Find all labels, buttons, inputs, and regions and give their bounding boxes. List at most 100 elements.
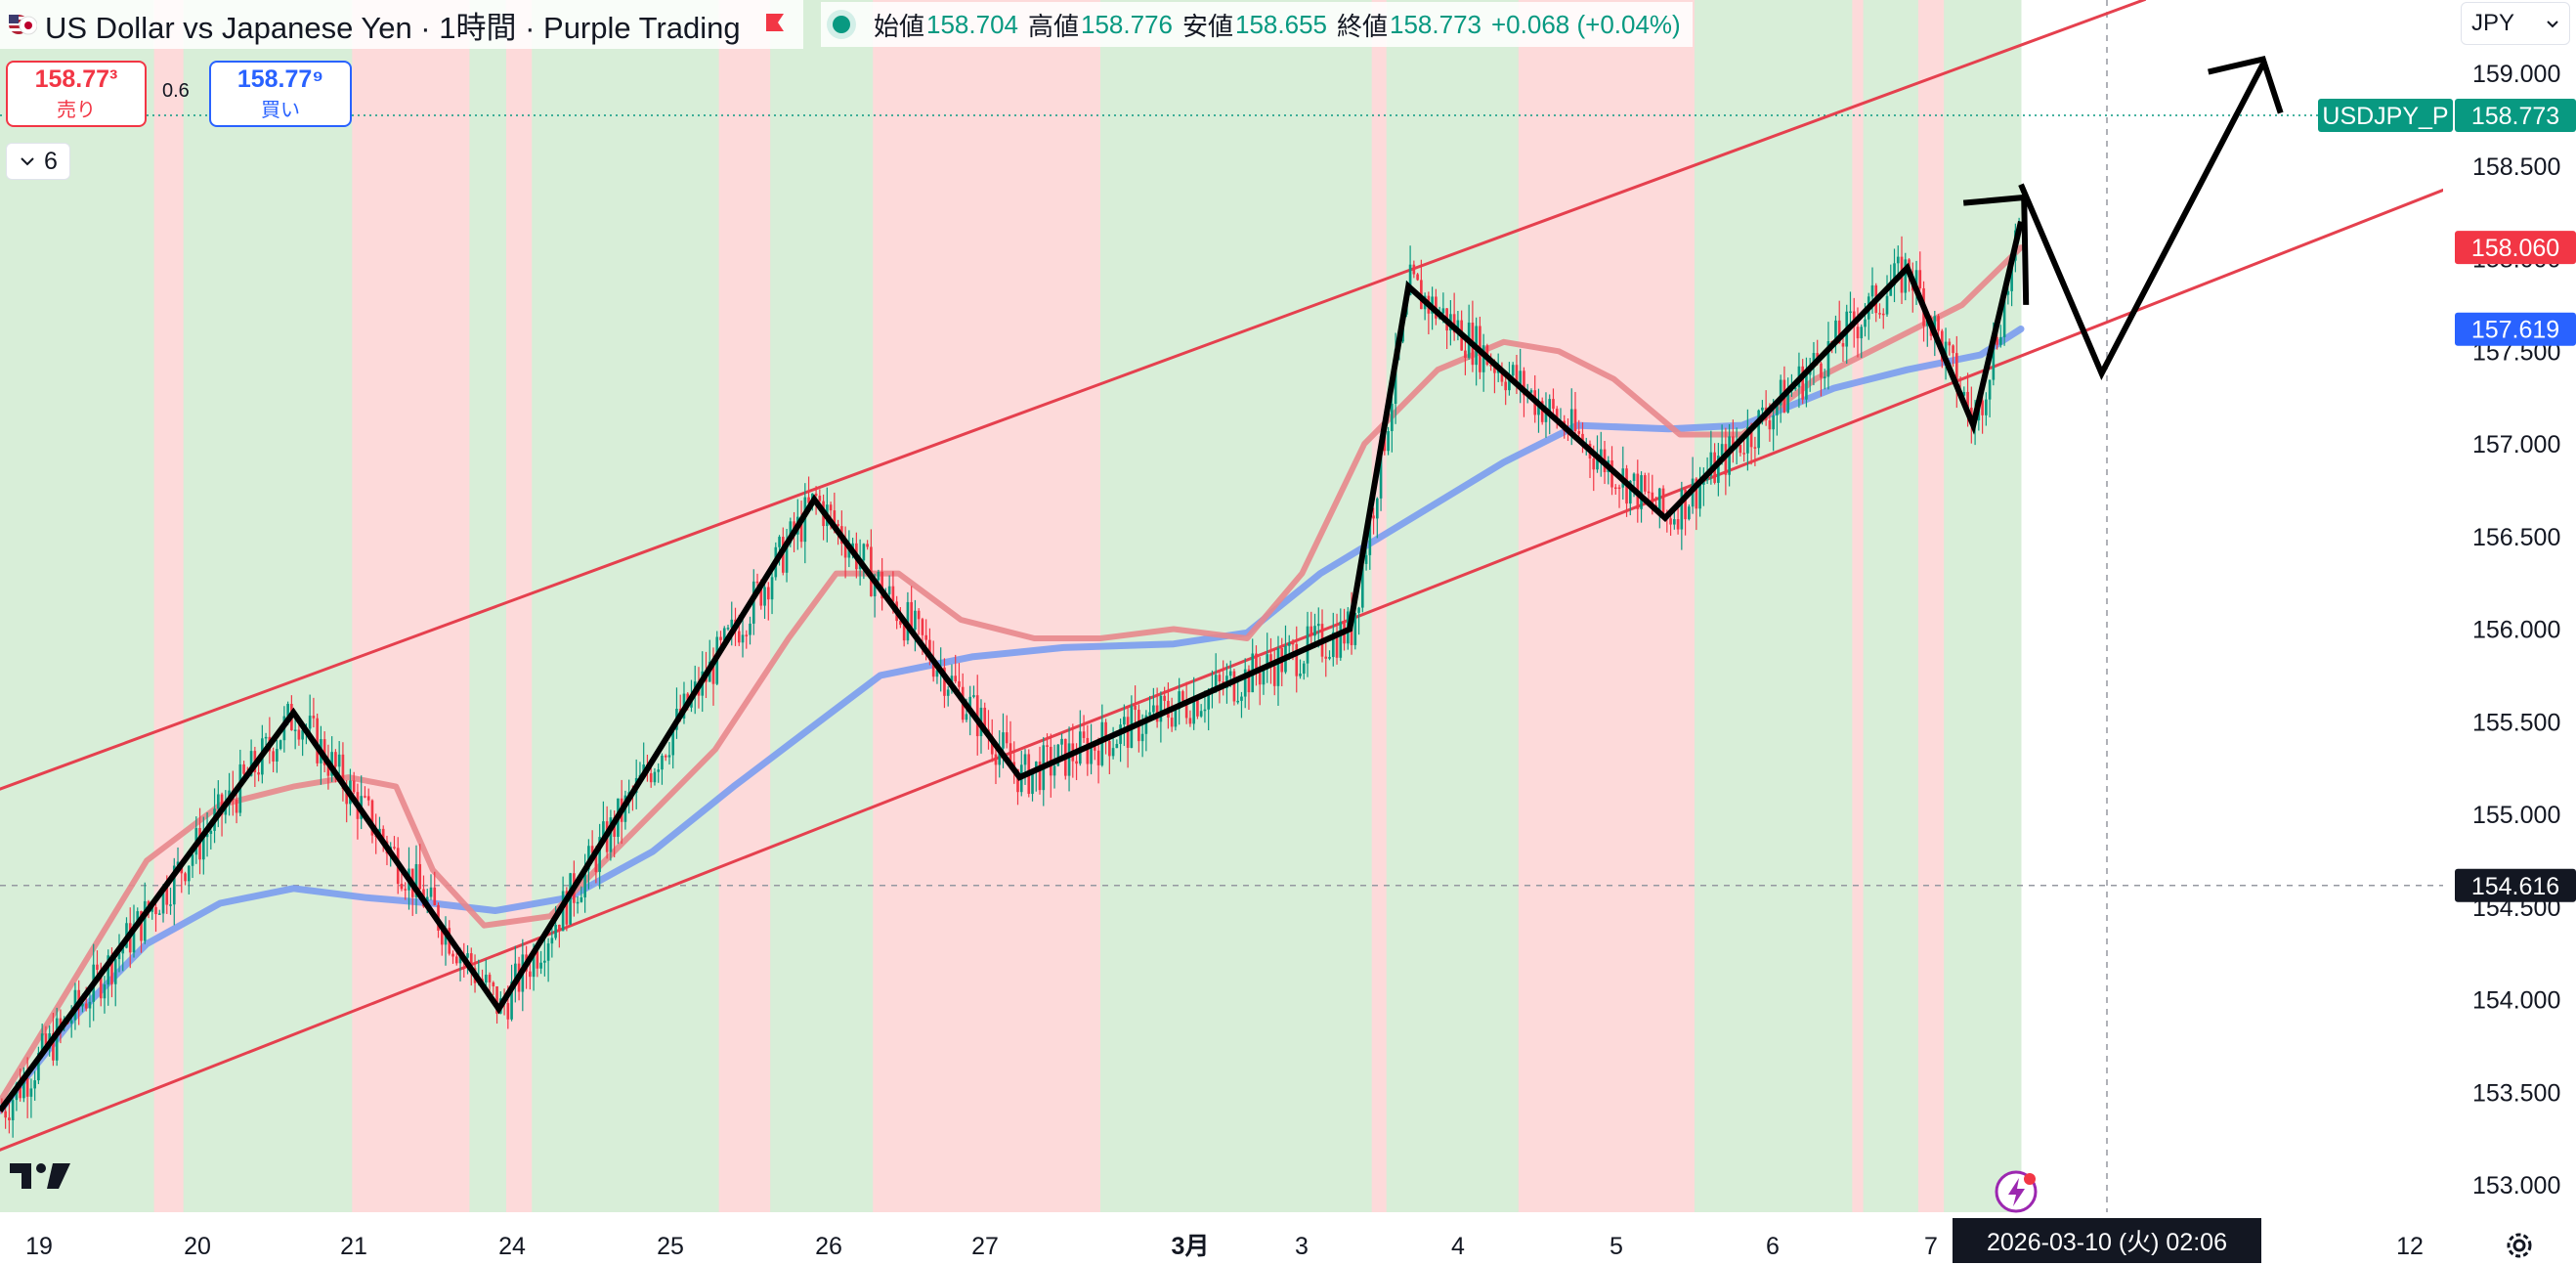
candle-body (789, 521, 793, 544)
candle-body (862, 544, 866, 561)
candle-body (110, 955, 113, 984)
candle-body (1236, 700, 1240, 703)
sell-button[interactable]: 158.77³ 売り (6, 61, 147, 127)
candle-body (121, 947, 125, 954)
candle-body (1086, 737, 1090, 764)
buy-label: 買い (261, 100, 300, 121)
candle-body (1709, 452, 1713, 476)
candle-body (201, 837, 205, 860)
candle-body (785, 543, 789, 573)
candle-body (583, 869, 586, 897)
candle-body (661, 755, 664, 770)
candle-body (1262, 669, 1266, 685)
candle-body (539, 962, 542, 969)
candle-body (565, 891, 569, 925)
candle-body (1742, 453, 1745, 455)
symbol-label: USDJPY_P (2322, 103, 2448, 130)
candle-body (143, 900, 147, 941)
candle-body (1096, 750, 1100, 765)
candle-body (998, 748, 1002, 765)
candle-body (561, 891, 565, 932)
candle-body (1178, 691, 1181, 710)
x-tick-label: 20 (184, 1233, 211, 1260)
candle-body (1108, 740, 1111, 757)
candle-body (972, 695, 975, 697)
candle-body (1203, 709, 1207, 712)
session-band (1863, 0, 1919, 1212)
candle-body (730, 619, 734, 629)
candle-body (1126, 717, 1130, 748)
candle-body (37, 1053, 40, 1081)
candle-body (1214, 675, 1218, 688)
candle-body (40, 1033, 44, 1054)
ohlc-legend: 始値 158.704 高値 158.776 安値 158.655 終値 158.773 … (821, 2, 1693, 47)
candle-body (1948, 341, 1952, 346)
candle-body (1313, 626, 1316, 636)
candle-body (1962, 391, 1966, 396)
candle-body (492, 981, 495, 986)
candle-body (169, 904, 172, 906)
candle-body (312, 716, 316, 719)
candle-body (877, 572, 880, 581)
candle-body (928, 639, 931, 661)
buy-button[interactable]: 158.77⁹ 買い (209, 61, 352, 127)
x-tick-label: 3 (1295, 1233, 1309, 1260)
red-flag-icon[interactable] (760, 10, 790, 39)
candle-body (536, 951, 539, 969)
candle-body (1368, 515, 1372, 555)
candle-body (543, 960, 546, 963)
tradingview-logo-icon[interactable] (10, 1159, 72, 1193)
session-band (183, 0, 353, 1212)
candle-body (1391, 403, 1394, 431)
session-band (770, 0, 874, 1212)
candle-body (587, 846, 590, 870)
lightning-icon[interactable] (1994, 1169, 2039, 1214)
x-tick-label: 24 (498, 1233, 526, 1260)
candle-body (598, 837, 601, 872)
candle-body (334, 752, 337, 767)
candle-body (1199, 711, 1203, 717)
candle-body (1291, 642, 1295, 645)
symbol-title[interactable]: US Dollar vs Japanese Yen · 1時間 · Purple… (45, 10, 741, 45)
candle-body (1258, 673, 1262, 685)
gear-icon[interactable] (2502, 1228, 2537, 1263)
candle-body (1684, 489, 1687, 520)
candle-body (1511, 365, 1515, 376)
candle-body (1599, 449, 1603, 458)
candle-body (1592, 458, 1596, 470)
candle-body (107, 955, 110, 985)
candle-body (1481, 345, 1485, 372)
candle-body (242, 763, 245, 774)
candle-body (1746, 426, 1749, 454)
candle-body (1841, 343, 1845, 347)
candle-body (965, 714, 968, 720)
candle-body (1174, 709, 1178, 727)
session-band (1099, 0, 1373, 1212)
candle-body (8, 1117, 11, 1120)
candle-body (1966, 391, 1969, 409)
price-label-value: 154.616 (2471, 873, 2559, 900)
session-band (1371, 0, 1388, 1212)
candle-body (1981, 400, 1984, 415)
candle-body (1702, 480, 1705, 485)
indicators-toggle[interactable]: 6 (6, 143, 70, 180)
candle-body (749, 623, 751, 635)
candle-body (1779, 379, 1782, 406)
candle-body (322, 739, 326, 765)
candle-body (766, 587, 770, 600)
candle-body (902, 625, 906, 641)
candle-body (1552, 399, 1555, 410)
candle-body (1523, 371, 1525, 396)
candle-body (1207, 692, 1210, 710)
sell-label: 売り (57, 100, 96, 121)
candle-body (96, 964, 99, 971)
candle-body (1360, 563, 1364, 608)
x-tick-label: 27 (971, 1233, 999, 1260)
candle-body (341, 754, 345, 789)
candle-body (1266, 654, 1269, 670)
ohlc-low-value: 158.655 (1235, 9, 1327, 39)
currency-select[interactable]: JPY (2461, 2, 2570, 45)
candle-body (1372, 515, 1375, 519)
candle-body (29, 1088, 33, 1097)
